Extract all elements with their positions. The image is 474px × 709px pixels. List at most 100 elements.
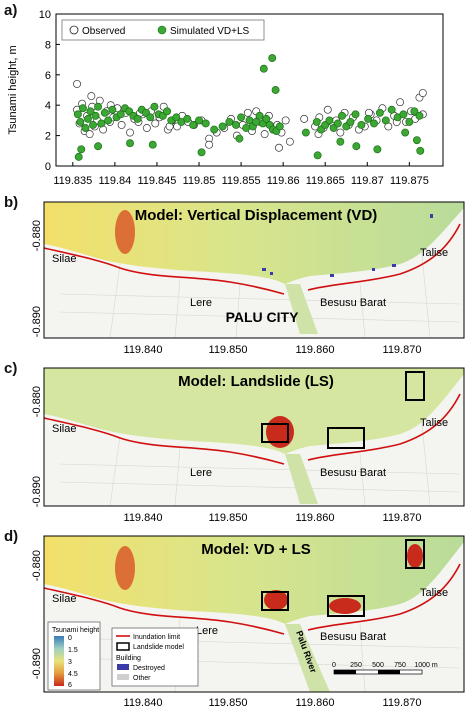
high-wave-zone-3 — [329, 598, 361, 614]
lon-tick-2: 119.850 — [209, 344, 248, 356]
simulated-point — [235, 134, 244, 143]
map-title-vd: Model: Vertical Displacement (VD) — [135, 207, 378, 224]
simulated-point — [255, 111, 264, 120]
river-channel — [285, 454, 318, 504]
simulated-point — [271, 86, 280, 94]
simulated-point — [100, 108, 109, 117]
simulated-point — [74, 152, 83, 161]
simulated-point — [262, 114, 271, 123]
observed-point — [73, 79, 81, 88]
observed-point — [285, 137, 294, 146]
legend-building-title: Building — [116, 655, 141, 662]
simulated-point — [148, 140, 157, 149]
landslide-wave-zone — [266, 416, 294, 448]
simulated-point — [405, 117, 414, 126]
y-tick-label: 6 — [45, 70, 51, 82]
simulated-point — [183, 114, 192, 123]
inundation-limit-line — [43, 223, 461, 295]
inundation-limit-line — [43, 393, 461, 465]
lon-tick-1: 119.840 — [124, 344, 163, 356]
colorbar-tick-1: 1.5 — [68, 647, 78, 654]
simulated-point — [197, 148, 206, 157]
scale-tick-0: 0 — [332, 662, 336, 669]
lat-tick-top: -0.880 — [31, 220, 43, 251]
place-besusu-barat: Besusu Barat — [320, 467, 386, 479]
simulated-point — [333, 119, 342, 128]
simulated-point — [381, 116, 390, 125]
landslide-box-3 — [405, 539, 425, 569]
lon-tick-4: 119.870 — [383, 344, 422, 356]
legend-landslide-label: Landslide model — [133, 644, 184, 651]
simulated-point — [416, 146, 425, 155]
lon-tick-1: 119.840 — [124, 512, 163, 524]
simulated-point — [73, 110, 82, 119]
simulated-point — [97, 119, 106, 128]
simulated-point — [312, 117, 321, 126]
place-lere: Lere — [190, 297, 212, 309]
simulated-point — [364, 114, 373, 123]
observed-point — [243, 108, 252, 117]
map-frame — [43, 535, 465, 693]
simulated-point — [77, 145, 86, 154]
simulated-point — [336, 137, 345, 146]
map-panel-ls: Model: Landslide (LS) Silae Talise Lere … — [31, 367, 465, 524]
simulated-point — [126, 139, 134, 148]
simulated-point — [313, 151, 322, 160]
map-title-ls: Model: Landslide (LS) — [178, 373, 334, 390]
sea-area — [44, 202, 464, 284]
plot-frame — [55, 13, 444, 167]
simulated-point — [163, 107, 172, 116]
lat-tick-bottom: -0.890 — [31, 306, 43, 337]
place-silae: Silae — [52, 593, 76, 605]
simulated-point — [370, 119, 378, 128]
x-tick-label: 119.855 — [222, 175, 261, 187]
x-tick-label: 119.84 — [98, 175, 131, 187]
place-talise: Talise — [420, 247, 448, 259]
map-frame — [43, 201, 465, 339]
map-title-vd-ls: Model: VD + LS — [201, 541, 311, 558]
observed-point — [396, 98, 405, 107]
simulated-point — [237, 113, 246, 122]
y-tick-label: 4 — [45, 100, 51, 112]
observed-point — [274, 143, 283, 152]
simulated-point — [150, 102, 159, 111]
legend-landslide-box — [116, 642, 130, 651]
colorbar-tick-0: 0 — [68, 635, 72, 642]
y-axis-label: Tsunami height, m — [7, 45, 19, 134]
colorbar-tick-3: 4.5 — [68, 671, 78, 678]
legend-simulated-label: Simulated VD+LS — [170, 26, 250, 37]
observed-point — [260, 130, 269, 139]
place-lere: Lere — [190, 467, 212, 479]
simulated-point — [195, 116, 203, 125]
simulated-point — [86, 107, 95, 116]
colorbar-tick-2: 3 — [68, 659, 72, 666]
observed-point — [117, 121, 126, 129]
high-wave-zone-1 — [115, 546, 135, 590]
lon-tick-3: 119.860 — [296, 697, 335, 709]
simulated-point — [325, 116, 334, 125]
simulated-point — [94, 142, 103, 151]
colorbar-title: Tsunami height — [52, 627, 99, 634]
simulated-point — [116, 110, 125, 119]
observed-point — [323, 105, 332, 114]
simulated-point — [259, 64, 268, 73]
place-silae: Silae — [52, 423, 76, 435]
simulated-point — [104, 116, 113, 125]
place-silae: Silae — [52, 253, 76, 265]
observed-point — [87, 92, 96, 101]
place-besusu-barat: Besusu Barat — [320, 631, 386, 643]
legend-destroyed-swatch — [117, 664, 129, 670]
landslide-box-3 — [405, 371, 425, 401]
landslide-box-1 — [261, 423, 289, 443]
simulated-point — [373, 145, 382, 154]
place-lere: Lere — [196, 625, 218, 637]
river-channel — [285, 624, 330, 692]
x-tick-label: 119.86 — [267, 175, 300, 187]
scale-tick-4: 1000 m — [414, 662, 438, 669]
high-wave-zone-2 — [264, 590, 288, 610]
lat-tick-bottom: -0.890 — [31, 476, 43, 507]
panel-label-b: b) — [4, 194, 19, 211]
panel-label-a: a) — [4, 2, 18, 19]
panel-label-d: d) — [4, 528, 19, 545]
simulated-point — [146, 113, 155, 122]
